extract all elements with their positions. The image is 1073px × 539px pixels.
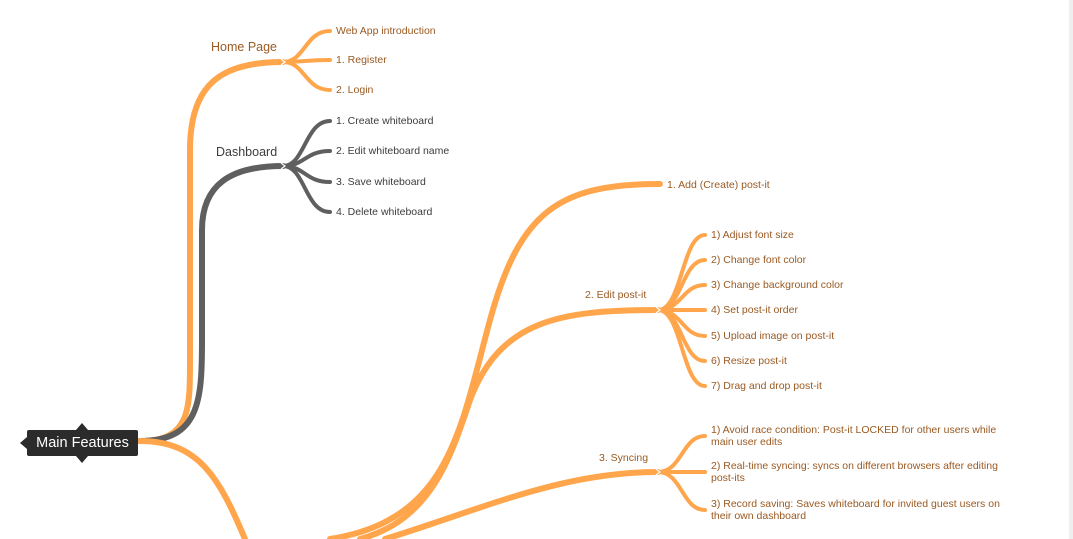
postit-edit-label[interactable]: 2. Edit post-it: [585, 289, 647, 301]
home-item-intro[interactable]: Web App introduction: [336, 25, 436, 37]
edit-item-order[interactable]: 4) Set post-it order: [711, 304, 798, 316]
postit-syncing-label[interactable]: 3. Syncing: [599, 452, 649, 464]
postit-add[interactable]: 1. Add (Create) post-it: [667, 179, 770, 191]
edit-item-drag-drop[interactable]: 7) Drag and drop post-it: [711, 380, 822, 392]
connector-sync-3: [656, 470, 707, 512]
scroll-edge: [1069, 0, 1073, 539]
connector-root-bottom: [137, 438, 248, 539]
connector-home-login: [281, 60, 332, 92]
edit-item-bg-color[interactable]: 3) Change background color: [711, 279, 844, 291]
dashboard-item-create[interactable]: 1. Create whiteboard: [336, 115, 434, 127]
junction-chevron-edit: [655, 306, 661, 314]
connector-syncing: [382, 469, 661, 539]
edit-item-upload-image[interactable]: 5) Upload image on post-it: [711, 330, 835, 342]
connector-home-intro: [281, 29, 332, 64]
connector-dash-2: [281, 149, 332, 168]
sync-item-realtime[interactable]: 2) Real-time syncing: syncs on different…: [711, 460, 998, 484]
root-node-notch-left: [20, 437, 27, 449]
dashboard-item-edit-name[interactable]: 2. Edit whiteboard name: [336, 145, 450, 157]
connector-dash-4: [281, 164, 332, 214]
home-item-register[interactable]: 1. Register: [336, 54, 387, 66]
junction-chevron-dashboard: [280, 162, 286, 170]
connector-root-home: [137, 59, 286, 444]
sync-item-race-condition[interactable]: 1) Avoid race condition: Post-it LOCKED …: [711, 424, 997, 448]
junction-chevron-sync: [655, 468, 661, 476]
edit-item-resize[interactable]: 6) Resize post-it: [711, 355, 787, 367]
branch-dashboard[interactable]: Dashboard: [216, 145, 278, 159]
home-item-login[interactable]: 2. Login: [336, 84, 374, 96]
connector-edit-7: [656, 308, 707, 388]
root-node-main-features[interactable]: Main Features: [27, 430, 138, 456]
connector-sync-1: [656, 434, 707, 474]
connector-add-postit: [327, 181, 663, 539]
root-node-notch-top: [76, 423, 88, 430]
sync-item-record-saving[interactable]: 3) Record saving: Saves whiteboard for i…: [711, 498, 1000, 522]
connector-root-dashboard: [137, 163, 286, 444]
junction-chevron-home: [280, 58, 286, 66]
connector-edit-postit: [357, 307, 661, 539]
root-node-notch-bottom: [76, 456, 88, 463]
dashboard-item-delete[interactable]: 4. Delete whiteboard: [336, 206, 433, 218]
dashboard-item-save[interactable]: 3. Save whiteboard: [336, 176, 426, 188]
branch-home-page[interactable]: Home Page: [211, 40, 278, 54]
edit-item-font-size[interactable]: 1) Adjust font size: [711, 229, 794, 241]
edit-item-font-color[interactable]: 2) Change font color: [711, 254, 807, 266]
